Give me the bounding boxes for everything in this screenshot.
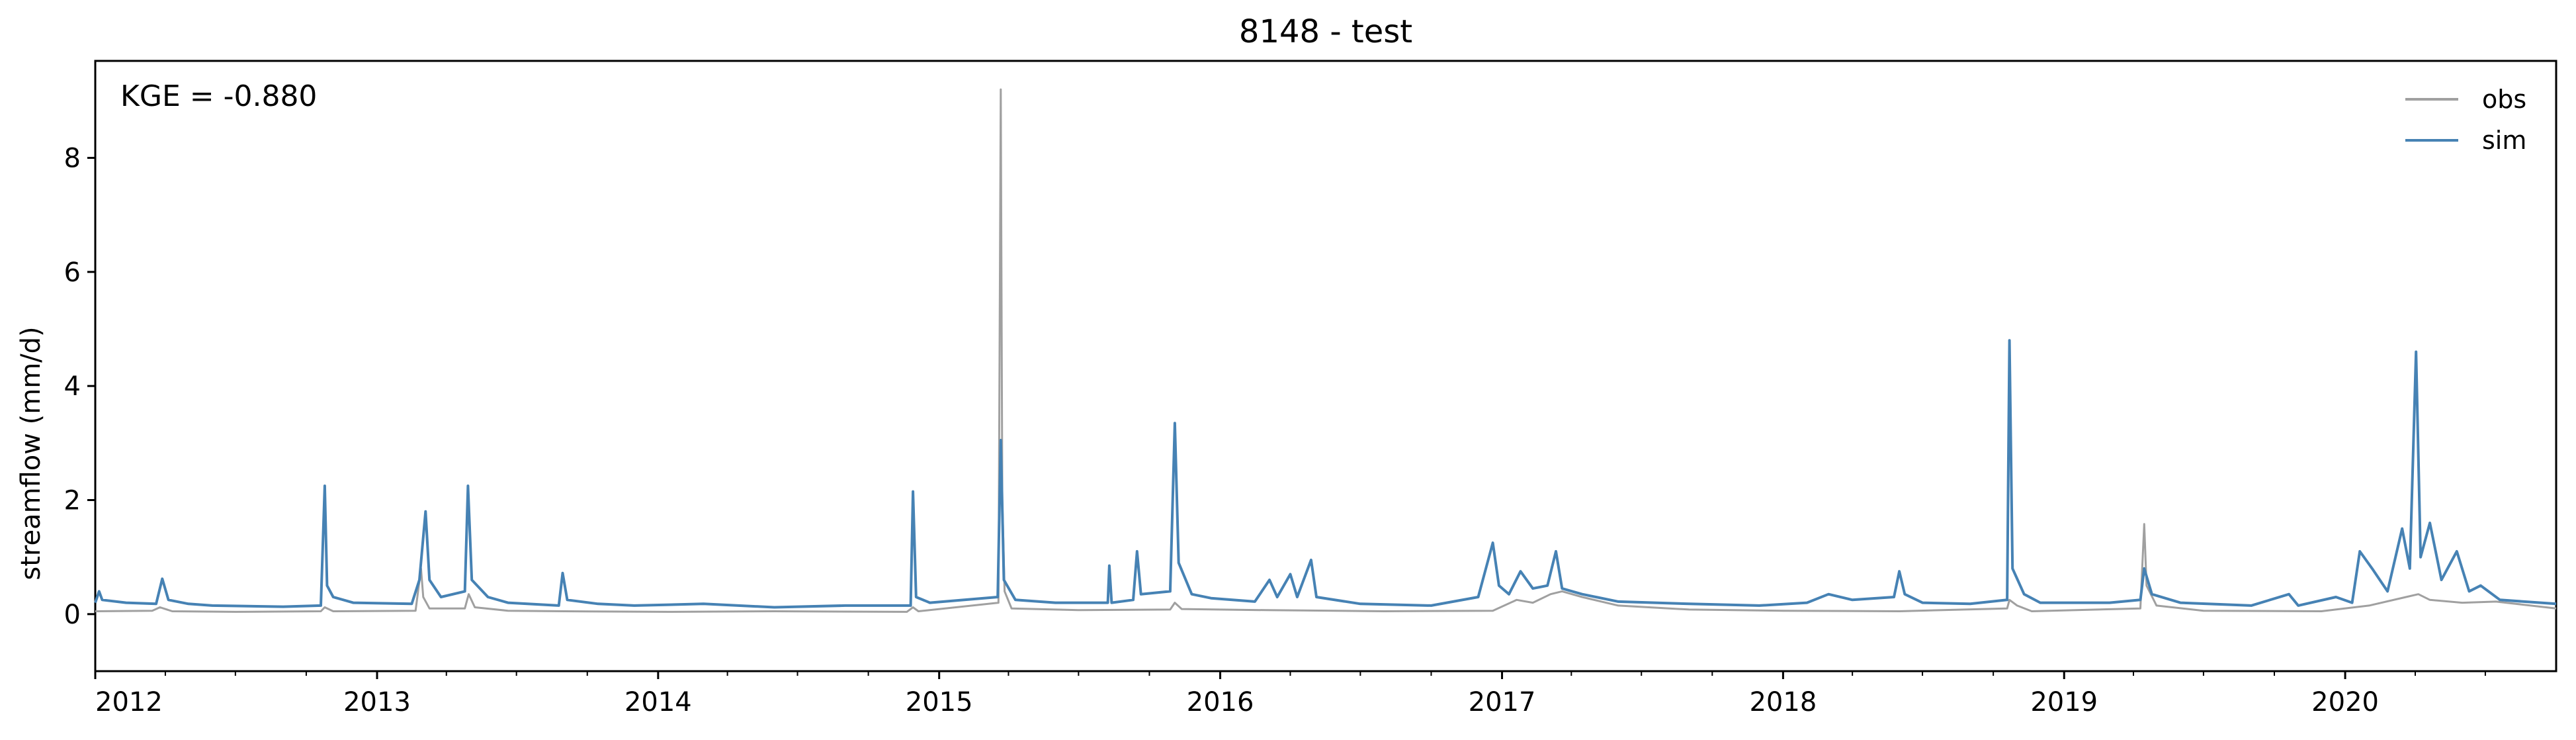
y-tick-label: 0 [64,600,81,630]
x-tick-label: 2014 [624,687,692,717]
y-axis-label: streamflow (mm/d) [16,326,46,580]
series-line-sim [94,339,2557,609]
chart-title: 8148 - test [1239,13,1412,50]
y-tick-label: 4 [64,371,81,402]
x-axis-ticks: 2012 2013 2014 2015 2016 2017 2018 2019 2020 [94,671,2486,717]
y-axis-ticks: 0 2 4 6 8 [64,143,95,630]
x-tick-label: 2012 [95,687,163,717]
x-tick-label: 2013 [343,687,411,717]
y-tick-label: 8 [64,143,81,173]
x-tick-label: 2017 [1469,687,1536,717]
series-layer [94,88,2557,613]
y-tick-label: 2 [64,485,81,516]
kge-annotation: KGE = -0.880 [120,79,317,113]
x-tick-label: 2020 [2311,687,2379,717]
x-tick-label: 2015 [906,687,973,717]
series-line-obs [95,88,2557,613]
plot-frame [94,60,2557,672]
x-tick-label: 2018 [1749,687,1817,717]
y-tick-label: 6 [64,257,81,288]
x-tick-label: 2019 [2030,687,2098,717]
legend: obs sim [2405,85,2526,155]
legend-label-sim: sim [2482,126,2526,155]
x-tick-label: 2016 [1187,687,1254,717]
legend-label-obs: obs [2482,85,2526,114]
